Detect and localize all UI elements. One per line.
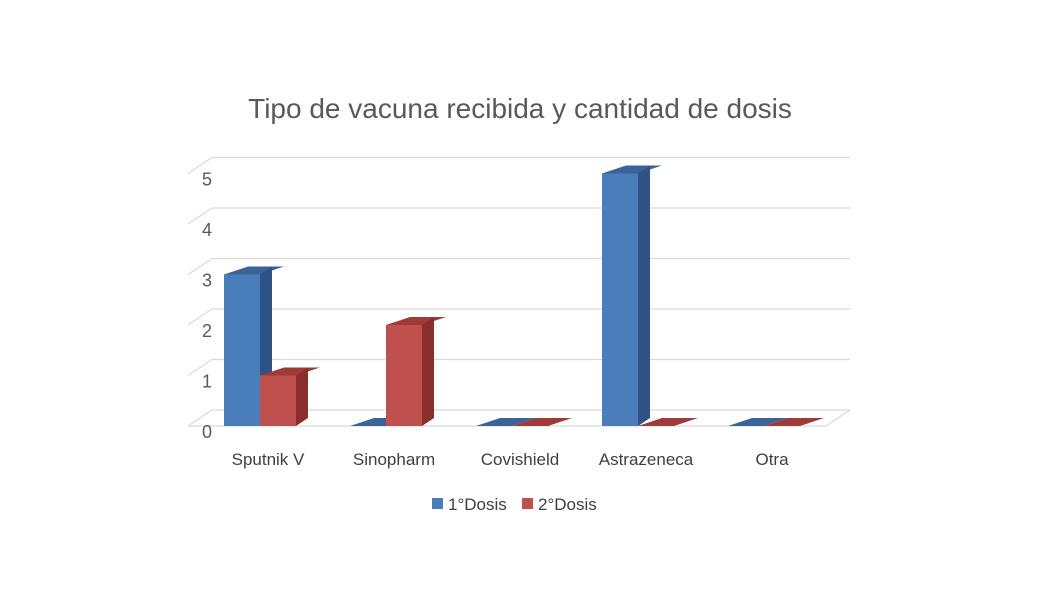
y-tick-label: 0 (202, 422, 212, 442)
bar (602, 166, 662, 427)
bar-top-face (386, 317, 446, 325)
bar-side-face (638, 166, 650, 427)
legend-item: 1°Dosis (432, 495, 507, 514)
floor-right-edge (826, 410, 850, 426)
bar (260, 368, 320, 427)
bar-front-face (386, 325, 422, 426)
bar-front-face (224, 275, 260, 427)
legend-swatch (522, 498, 533, 509)
chart-title: Tipo de vacuna recibida y cantidad de do… (248, 93, 792, 124)
x-axis-categories: Sputnik V Sinopharm Covishield Astrazeneca O… (232, 450, 789, 469)
bar-side-face (296, 368, 308, 427)
y-tick-label: 3 (202, 271, 212, 291)
legend-item: 2°Dosis (522, 495, 597, 514)
x-category-label: Sputnik V (232, 450, 305, 469)
x-category-label: Astrazeneca (599, 450, 694, 469)
y-tick-label: 5 (202, 170, 212, 190)
legend-swatch (432, 498, 443, 509)
bars (224, 166, 824, 427)
bar-top-face (602, 166, 662, 174)
legend-label: 2°Dosis (538, 495, 597, 514)
bar-top-face (224, 267, 284, 275)
legend: 1°Dosis 2°Dosis (432, 495, 597, 514)
bar-front-face (260, 376, 296, 427)
x-category-label: Covishield (481, 450, 559, 469)
y-tick-label: 2 (202, 321, 212, 341)
y-tick-label: 1 (202, 372, 212, 392)
legend-label: 1°Dosis (448, 495, 507, 514)
y-tick-label: 4 (202, 220, 212, 240)
y-axis-ticks: 0 1 2 3 4 5 (202, 170, 212, 443)
x-category-label: Sinopharm (353, 450, 435, 469)
bar-side-face (422, 317, 434, 426)
bar-front-face (602, 174, 638, 427)
x-category-label: Otra (755, 450, 789, 469)
